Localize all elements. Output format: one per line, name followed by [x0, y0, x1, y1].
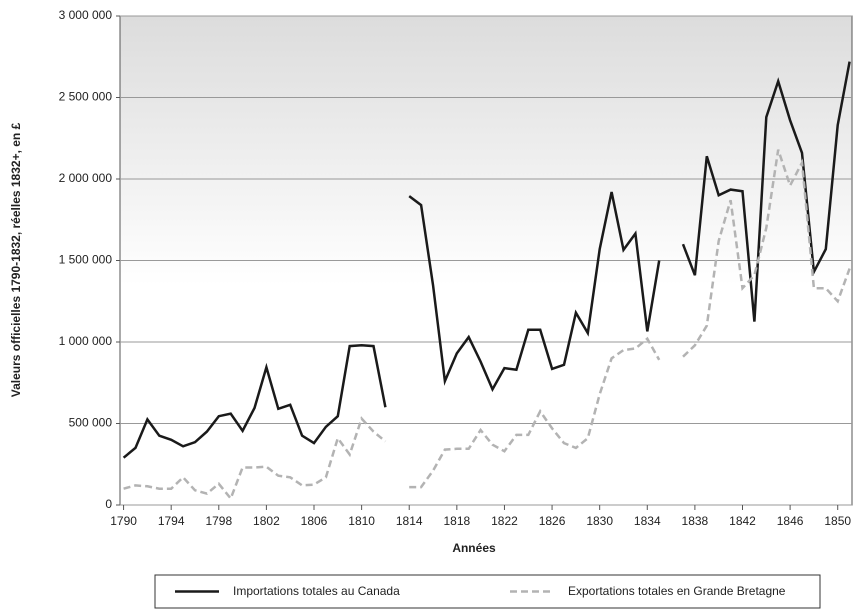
legend [154, 574, 821, 609]
legend-label: Exportations totales en Grande Bretagne [568, 584, 786, 598]
x-tick-label: 1850 [824, 514, 851, 528]
x-tick-label: 1838 [682, 514, 709, 528]
y-tick-label: 3 000 000 [59, 8, 113, 22]
x-tick-label: 1806 [301, 514, 328, 528]
x-tick-label: 1818 [443, 514, 470, 528]
x-tick-label: 1790 [110, 514, 137, 528]
y-tick-label: 2 000 000 [59, 171, 113, 185]
y-tick-label: 1 500 000 [59, 253, 113, 267]
series-line [123, 416, 387, 501]
x-tick-label: 1834 [634, 514, 661, 528]
x-tick-label: 1794 [158, 514, 185, 528]
y-axis-title: Valeurs officielles 1790-1832, réelles 1… [9, 122, 23, 397]
series-line [409, 336, 661, 489]
x-tick-label: 1798 [205, 514, 232, 528]
y-tick-label: 500 000 [69, 416, 113, 430]
x-tick-label: 1810 [348, 514, 375, 528]
y-tick-label: 0 [105, 497, 112, 511]
x-axis-title: Années [452, 541, 496, 555]
x-tick-label: 1846 [777, 514, 804, 528]
x-tick-label: 1822 [491, 514, 518, 528]
x-tick-label: 1802 [253, 514, 280, 528]
x-tick-label: 1842 [729, 514, 756, 528]
x-tick-label: 1814 [396, 514, 423, 528]
y-tick-label: 1 000 000 [59, 334, 113, 348]
x-tick-label: 1826 [539, 514, 566, 528]
x-tick-label: 1830 [586, 514, 613, 528]
series-line [682, 149, 851, 358]
series-line [681, 61, 851, 322]
series-line [408, 191, 661, 393]
y-tick-label: 2 500 000 [59, 90, 113, 104]
series-line [122, 344, 387, 459]
legend-label: Importations totales au Canada [233, 584, 400, 598]
